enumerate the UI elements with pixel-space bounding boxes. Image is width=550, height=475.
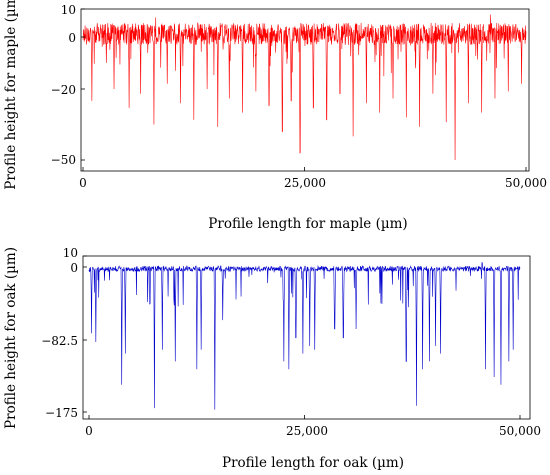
oak-ticks	[83, 255, 521, 419]
oak-ytick-label: 10	[63, 246, 78, 260]
maple-y-axis-label: Profile height for maple (µm)	[3, 0, 19, 190]
oak-chart: 10 0 −82.5 −175 0 25,000 50,000 Profile …	[3, 246, 541, 471]
maple-ytick-label: 0	[68, 31, 76, 45]
maple-xtick-label: 0	[79, 176, 87, 190]
maple-xtick-label: 25,000	[284, 176, 326, 190]
maple-xtick-label: 50,000	[505, 176, 547, 190]
maple-x-axis-label: Profile length for maple (µm)	[208, 216, 407, 232]
oak-xtick-label: 0	[85, 424, 93, 438]
oak-ytick-label: 0	[70, 261, 78, 275]
oak-ytick-label: −82.5	[41, 334, 78, 348]
oak-xtick-label: 50,000	[499, 424, 541, 438]
oak-y-axis-label: Profile height for oak (µm)	[3, 247, 19, 429]
maple-ytick-label: 10	[61, 3, 76, 17]
oak-ytick-label: −175	[45, 406, 78, 420]
oak-x-axis-label: Profile length for oak (µm)	[222, 455, 404, 471]
oak-profile-line	[88, 262, 521, 410]
maple-ytick-label: −20	[51, 83, 76, 97]
oak-plot-frame	[82, 255, 531, 420]
maple-plot-frame	[80, 8, 530, 172]
maple-ticks	[81, 8, 527, 171]
maple-profile-line	[82, 14, 527, 161]
oak-xtick-label: 25,000	[286, 424, 328, 438]
maple-ytick-label: −50	[51, 153, 76, 167]
maple-chart: 10 0 −20 −50 0 25,000 50,000 Profile len…	[3, 0, 547, 232]
